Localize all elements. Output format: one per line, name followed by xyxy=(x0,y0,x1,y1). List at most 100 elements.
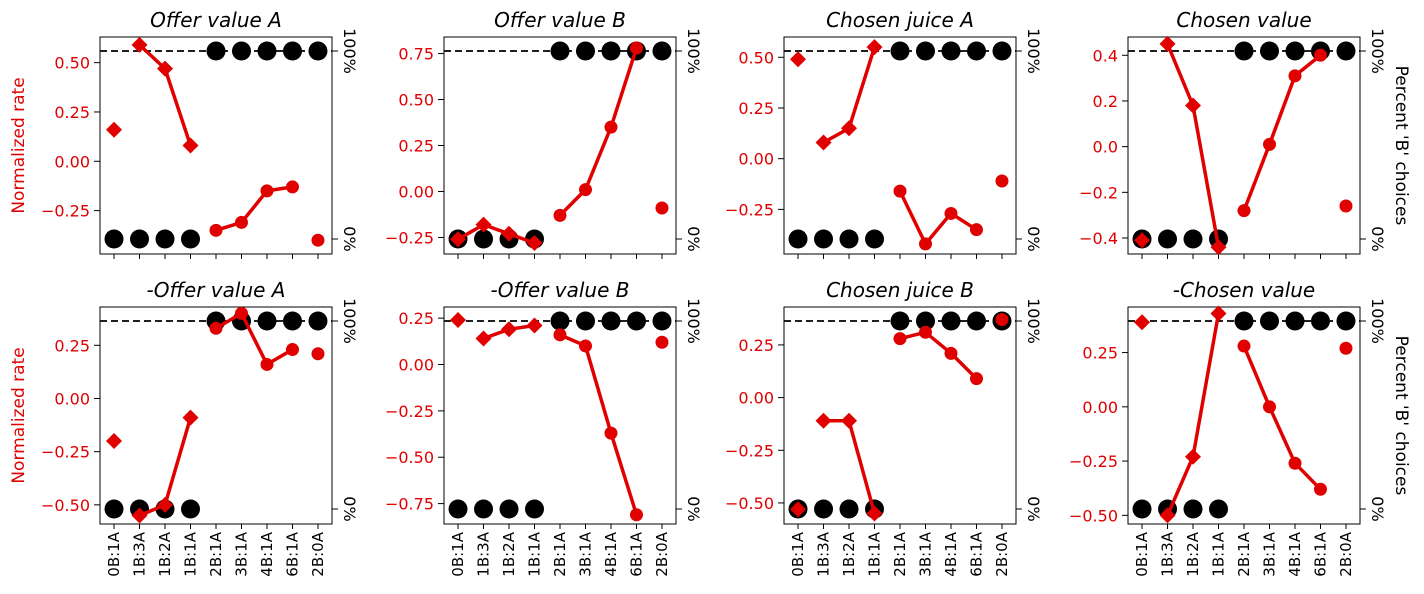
x-tick-label: 3B:1A xyxy=(916,531,934,576)
choice-point xyxy=(839,229,859,249)
rate-point-circle xyxy=(655,335,669,349)
rate-point-circle xyxy=(285,343,299,357)
x-tick-label: 2B:1A xyxy=(891,531,909,576)
panel-7: -Chosen value −0.50 −0.25 0.00 0.25 0% 100% 0B:… xyxy=(1069,278,1411,577)
rate-point-diamond xyxy=(1210,305,1227,322)
choice-point xyxy=(257,311,277,331)
plot-frame xyxy=(99,36,333,255)
y-axis-label-left: Normalized rate xyxy=(9,347,29,483)
rate-point-diamond xyxy=(106,433,123,450)
right-tick-label: 100% xyxy=(1368,28,1387,74)
choice-point xyxy=(282,311,302,331)
plot-frame xyxy=(99,306,333,525)
rate-point-diamond xyxy=(866,39,883,56)
x-tick-label: 0B:1A xyxy=(1133,531,1151,576)
rate-point-diamond xyxy=(841,412,858,429)
x-tick-label: 6B:1A xyxy=(967,531,985,576)
rate-point-circle xyxy=(1339,199,1353,213)
choice-point xyxy=(814,229,834,249)
rate-point-circle xyxy=(893,332,907,346)
choice-point xyxy=(1259,311,1279,331)
choice-point xyxy=(601,311,621,331)
choice-point xyxy=(104,499,124,519)
x-tick-label: 2B:0A xyxy=(309,531,327,576)
rate-point-circle xyxy=(604,426,618,440)
rate-point-diamond xyxy=(1134,232,1151,249)
panel-title: -Offer value B xyxy=(491,278,630,302)
y-tick-label: 0.00 xyxy=(54,389,90,408)
x-tick-label: 1B:3A xyxy=(131,531,149,576)
rate-point-diamond xyxy=(1185,448,1202,465)
rate-line xyxy=(1165,313,1221,516)
right-tick-label: 0% xyxy=(340,496,359,521)
choice-point xyxy=(1285,41,1305,61)
rate-point-circle xyxy=(553,328,567,342)
choice-point xyxy=(1234,311,1254,331)
choice-point xyxy=(1183,229,1203,249)
right-tick-label: 100% xyxy=(340,298,359,344)
choice-point xyxy=(1183,499,1203,519)
rate-line xyxy=(215,311,294,367)
x-tick-label: 6B:1A xyxy=(283,531,301,576)
choice-point xyxy=(1336,41,1356,61)
panel-3: Chosen value −0.4 −0.2 0.0 0.2 0.4 0% 100%Perce… xyxy=(1079,8,1411,259)
rate-line xyxy=(1242,53,1322,212)
right-tick-label: 100% xyxy=(1024,298,1043,344)
plot-frame xyxy=(1127,36,1361,255)
y-axis-label-right: Percent 'B' choices xyxy=(1391,336,1411,496)
rate-point-diamond xyxy=(790,51,807,68)
choice-point xyxy=(231,41,251,61)
rate-line xyxy=(558,47,639,217)
choice-point xyxy=(788,229,808,249)
y-tick-label: −0.4 xyxy=(1079,229,1118,248)
rate-point-circle xyxy=(1313,48,1327,62)
rate-point-diamond xyxy=(1159,35,1176,52)
rate-point-diamond xyxy=(501,225,518,242)
rate-point-circle xyxy=(944,346,958,360)
y-tick-label: −0.25 xyxy=(41,443,90,462)
x-tick-label: 1B:1A xyxy=(182,531,200,576)
right-tick-label: 0% xyxy=(340,226,359,251)
rate-point-diamond xyxy=(475,216,492,233)
rate-point-circle xyxy=(1262,137,1276,151)
y-tick-label: 0.00 xyxy=(1082,398,1118,417)
right-tick-label: 0% xyxy=(684,226,703,251)
rate-point-circle xyxy=(578,339,592,353)
rate-point-circle xyxy=(1313,482,1327,496)
rate-point-diamond xyxy=(182,137,199,154)
y-axis-label-left: Normalized rate xyxy=(9,77,29,213)
x-tick-label: 3B:1A xyxy=(1260,531,1278,576)
rate-point-circle xyxy=(604,120,618,134)
x-tick-label: 4B:1A xyxy=(258,531,276,576)
choice-point xyxy=(448,499,468,519)
y-tick-label: 0.00 xyxy=(398,355,434,374)
choice-point xyxy=(966,311,986,331)
y-axis-label-right: Percent 'B' choices xyxy=(1391,66,1411,226)
y-tick-label: −0.50 xyxy=(385,448,434,467)
y-tick-label: 0.75 xyxy=(398,45,434,64)
choice-point xyxy=(1132,499,1152,519)
rate-line xyxy=(457,222,536,245)
rate-line xyxy=(1165,43,1221,248)
rate-point-circle xyxy=(285,180,299,194)
rate-point-circle xyxy=(1339,341,1353,355)
x-tick-label: 3B:1A xyxy=(232,531,250,576)
rate-point-circle xyxy=(1288,69,1302,83)
choice-point xyxy=(308,41,328,61)
choice-point xyxy=(155,229,175,249)
choice-point xyxy=(1336,311,1356,331)
rate-point-circle xyxy=(260,357,274,371)
x-tick-label: 6B:1A xyxy=(627,531,645,576)
y-tick-label: 0.50 xyxy=(398,91,434,110)
rate-point-circle xyxy=(969,372,983,386)
rate-point-diamond xyxy=(1210,239,1227,256)
choice-point xyxy=(1209,499,1229,519)
x-tick-label: 1B:2A xyxy=(156,531,174,576)
x-tick-label: 1B:3A xyxy=(1159,531,1177,576)
y-tick-label: 0.25 xyxy=(54,336,90,355)
panel-title: Chosen juice A xyxy=(826,8,974,32)
y-tick-label: 0.00 xyxy=(398,182,434,201)
rate-point-circle xyxy=(209,321,223,335)
rate-point-diamond xyxy=(131,507,148,524)
choice-point xyxy=(1158,229,1178,249)
